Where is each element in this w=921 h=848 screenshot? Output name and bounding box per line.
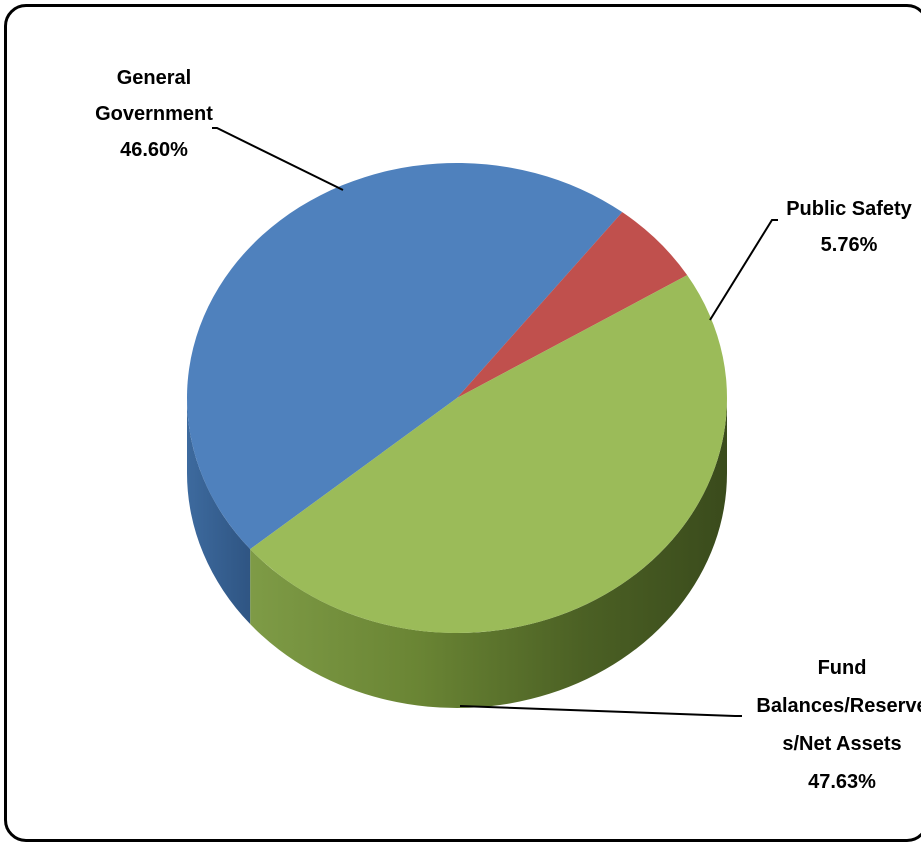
- pie-slice-1: [457, 212, 688, 398]
- pie-sides: [187, 398, 728, 708]
- pie-side-2: [250, 398, 728, 708]
- slice-category-label: Balances/Reserve: [756, 695, 921, 717]
- pie-tops: [187, 163, 728, 633]
- slice-percent-label: 5.76%: [821, 234, 878, 256]
- leader-lines: [212, 127, 778, 717]
- slice-category-label: Government: [95, 103, 213, 125]
- slice-category-label: s/Net Assets: [782, 733, 901, 755]
- pie-slice-0: [187, 163, 623, 550]
- slice-category-label: Public Safety: [786, 198, 912, 220]
- leader-line-1: [709, 219, 778, 321]
- slice-percent-label: 47.63%: [808, 771, 876, 793]
- slice-category-label: Fund: [818, 657, 867, 679]
- leader-line-0: [212, 127, 344, 191]
- pie-side-0: [187, 398, 251, 625]
- leader-line-2: [459, 705, 742, 717]
- slice-percent-label: 46.60%: [120, 139, 188, 161]
- slice-category-label: General: [117, 67, 191, 89]
- slice-labels: General Government 46.60% Public Safety 5.76…: [95, 67, 921, 793]
- pie-slice-2: [250, 275, 728, 633]
